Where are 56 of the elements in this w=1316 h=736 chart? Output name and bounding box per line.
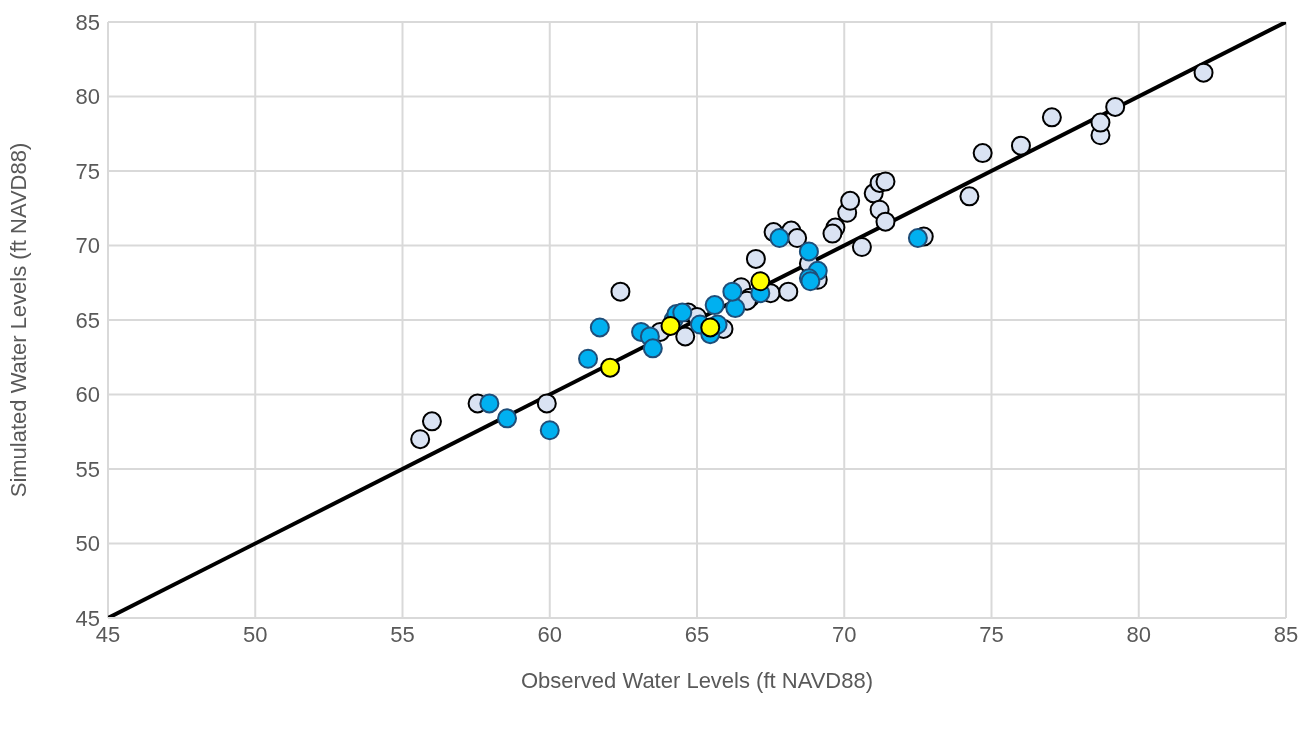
x-tick-label: 85: [1273, 621, 1299, 647]
point: [410, 429, 431, 450]
point: [536, 393, 557, 414]
point: [725, 298, 746, 319]
point: [704, 295, 725, 316]
point: [722, 281, 743, 302]
y-tick-label: 85: [75, 9, 100, 35]
point: [675, 326, 696, 347]
y-tick-label: 55: [75, 456, 100, 482]
x-axis-title: Observed Water Levels (ft NAVD88): [520, 668, 874, 693]
point: [769, 228, 790, 249]
point: [1090, 112, 1111, 133]
point: [479, 393, 500, 414]
point: [875, 171, 896, 192]
point: [497, 408, 518, 429]
point: [1105, 96, 1126, 117]
y-tick-label: 65: [75, 307, 100, 333]
point: [959, 186, 980, 207]
point: [610, 281, 631, 302]
point: [1193, 62, 1214, 83]
x-tick-label: 80: [1126, 621, 1151, 647]
point: [421, 411, 442, 432]
point: [642, 338, 663, 359]
point: [589, 317, 610, 338]
y-axis-title: Simulated Water Levels (ft NAVD88): [5, 142, 31, 498]
point: [851, 236, 872, 257]
point: [750, 271, 771, 292]
x-tick-label: 50: [243, 621, 268, 647]
point: [745, 248, 766, 269]
x-tick-label: 75: [979, 621, 1004, 647]
point: [672, 302, 693, 323]
point: [700, 317, 721, 338]
x-tick-label: 55: [390, 621, 415, 647]
point: [875, 211, 896, 232]
point: [972, 143, 993, 164]
y-tick-label: 75: [75, 158, 100, 184]
point: [822, 223, 843, 244]
point: [778, 281, 799, 302]
y-tick-label: 50: [75, 531, 100, 557]
point: [578, 348, 599, 369]
point: [1041, 107, 1062, 128]
point: [840, 190, 861, 211]
point: [660, 315, 681, 336]
point: [798, 241, 819, 262]
x-tick-label: 60: [537, 621, 562, 647]
y-tick-label: 70: [75, 233, 100, 259]
point: [1010, 135, 1031, 156]
x-tick-label: 65: [684, 621, 710, 647]
x-tick-label: 70: [832, 621, 857, 647]
point: [787, 228, 808, 249]
y-tick-label: 80: [75, 84, 100, 110]
point: [539, 420, 560, 441]
point: [600, 357, 621, 378]
y-tick-label: 45: [75, 605, 100, 631]
point: [907, 228, 928, 249]
y-tick-label: 60: [75, 382, 100, 408]
